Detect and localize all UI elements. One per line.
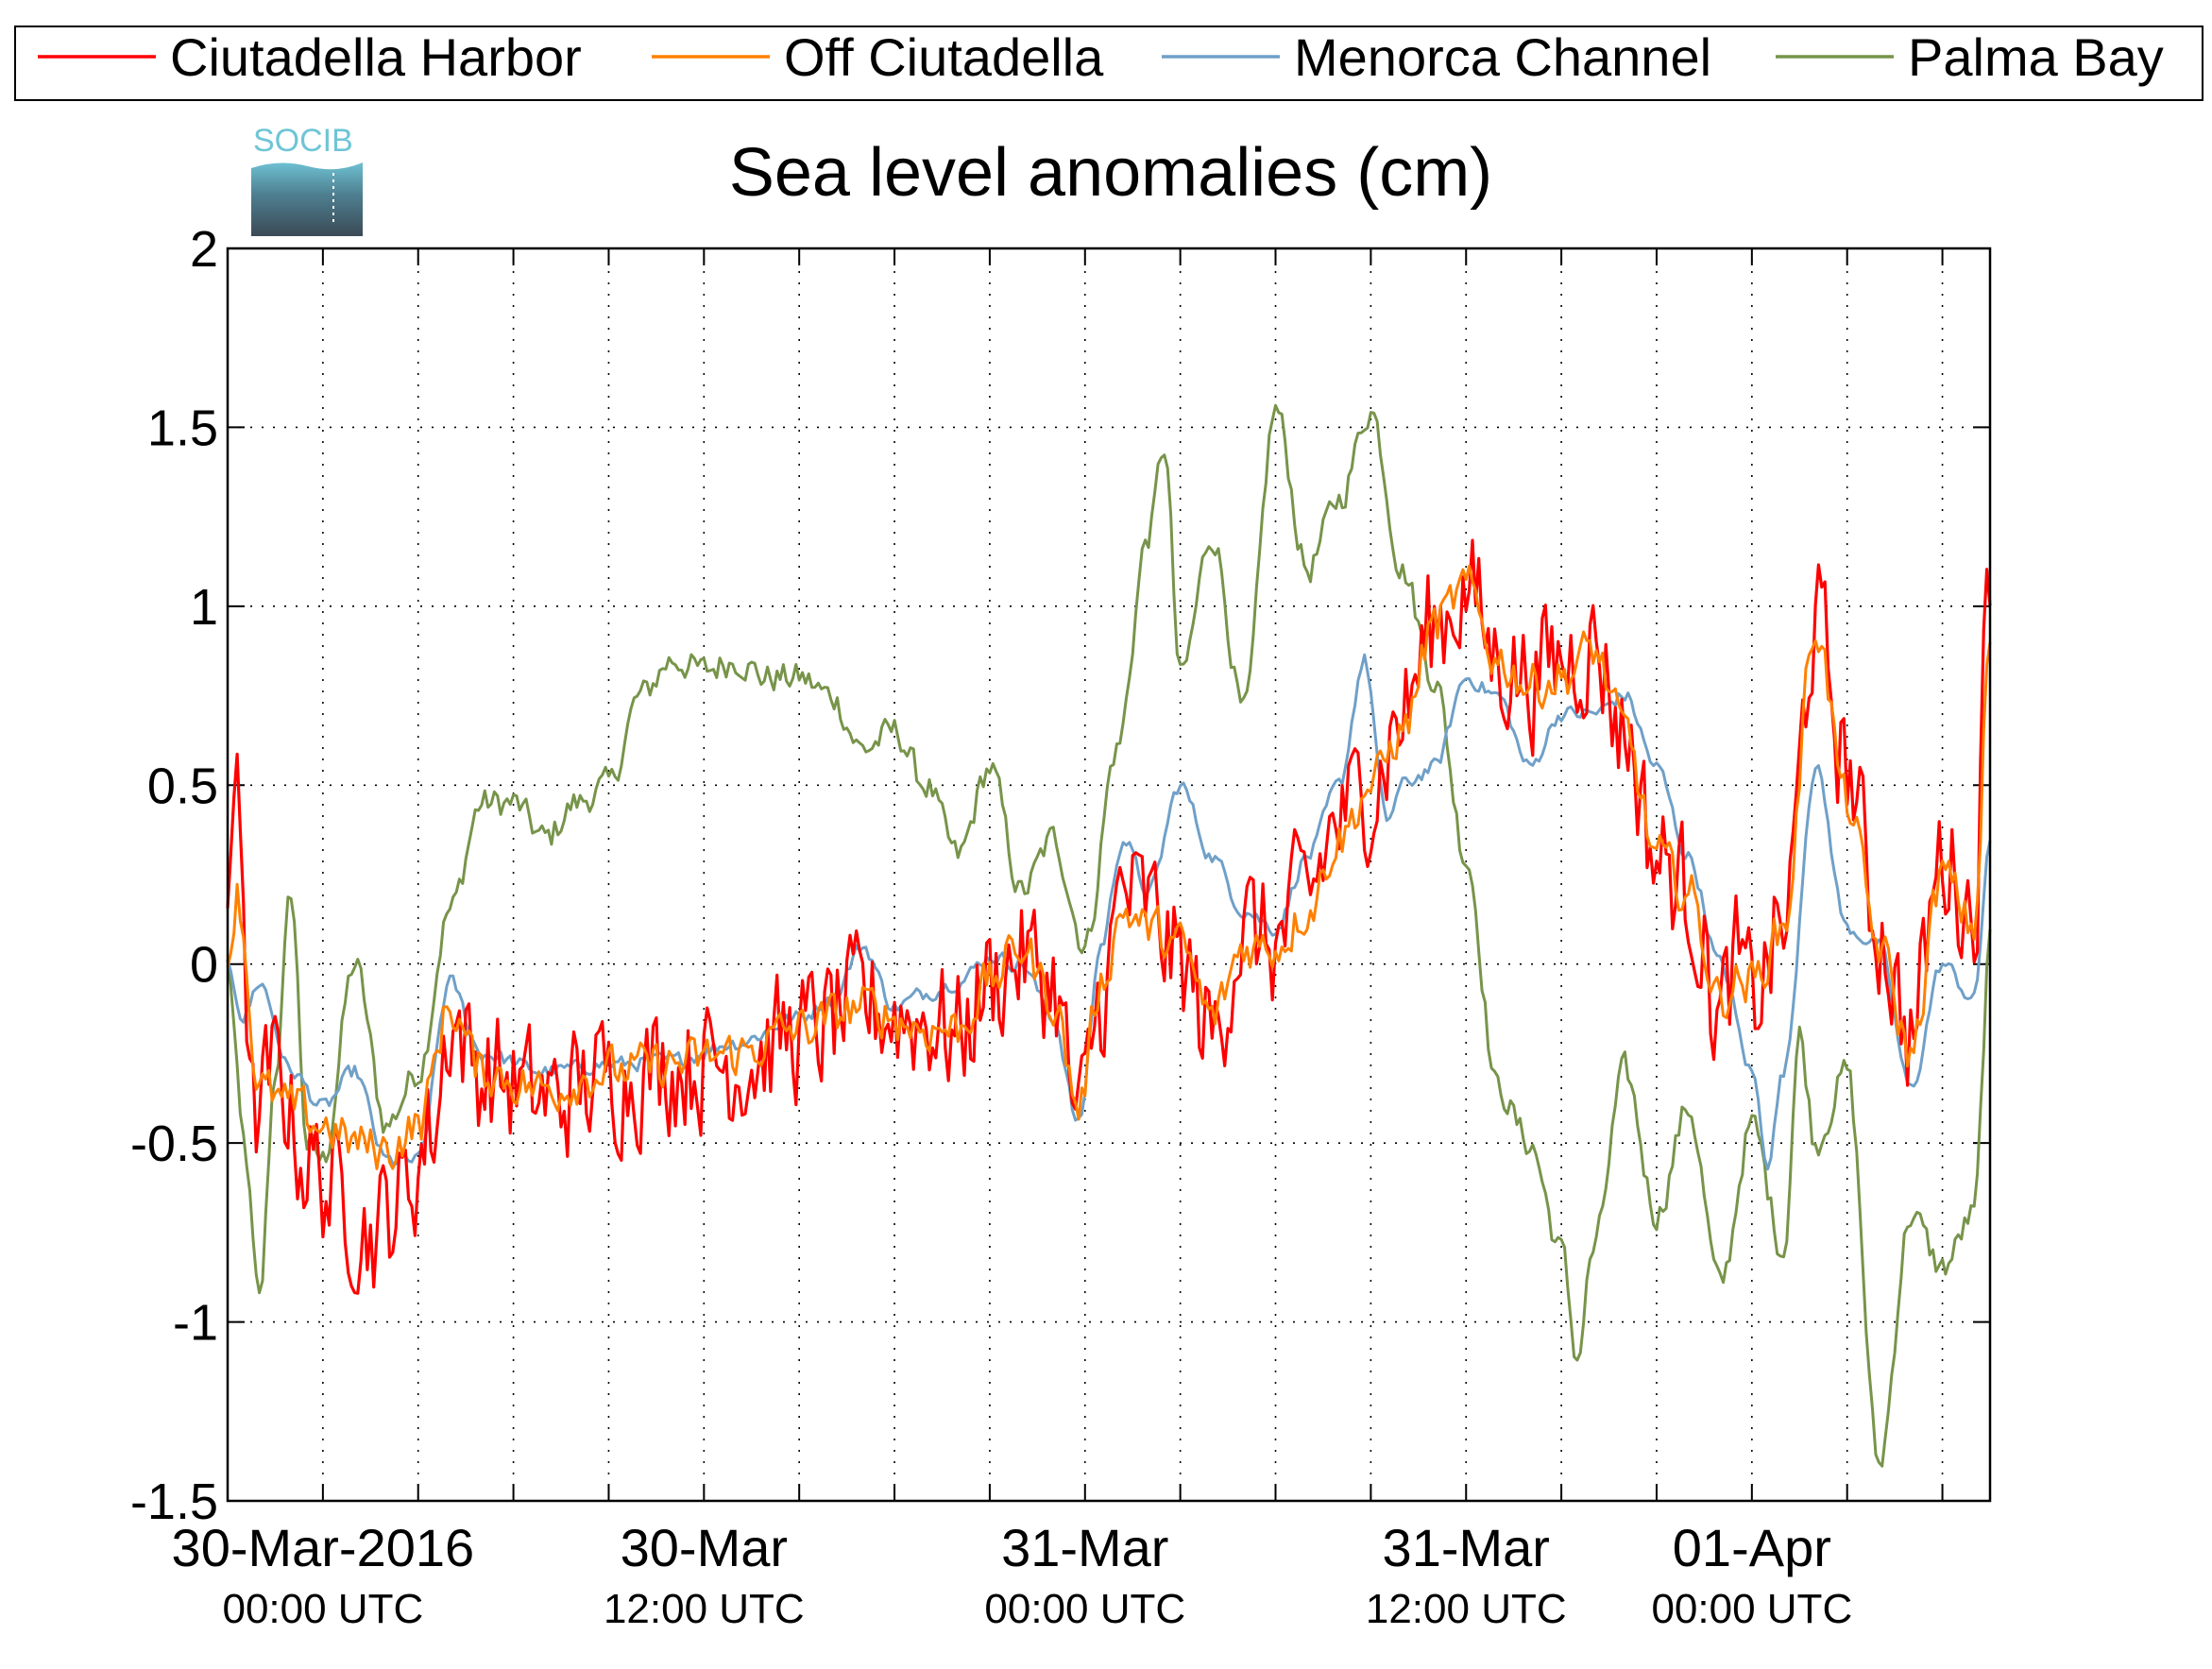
y-tick-label: -1 bbox=[173, 1295, 218, 1352]
x-tick-label-date: 31-Mar bbox=[1001, 1518, 1168, 1577]
y-tick-label: 0.5 bbox=[147, 758, 218, 814]
legend-box bbox=[14, 26, 2203, 101]
x-tick-label-date: 30-Mar bbox=[621, 1518, 788, 1577]
plot-frame bbox=[226, 247, 1992, 1503]
x-tick-label-date: 31-Mar bbox=[1383, 1518, 1550, 1577]
socib-logo: SOCIB bbox=[251, 123, 363, 236]
logo-text: SOCIB bbox=[253, 123, 353, 159]
chart-title: Sea level anomalies (cm) bbox=[729, 135, 1492, 211]
x-tick-label-time: 00:00 UTC bbox=[1651, 1586, 1852, 1632]
x-axis: 30-Mar-2016 00:00 UTC 30-Mar 12:00 UTC 31-Ma… bbox=[172, 1518, 1853, 1632]
series-line bbox=[226, 653, 1992, 1171]
legend-label: Ciutadella Harbor bbox=[170, 27, 582, 87]
series-line bbox=[226, 564, 1992, 1170]
x-tick-label-date: 01-Apr bbox=[1673, 1518, 1831, 1577]
y-tick-label: 2 bbox=[190, 221, 218, 278]
y-tick-label: -0.5 bbox=[130, 1116, 218, 1172]
x-tick-label-time: 12:00 UTC bbox=[1366, 1586, 1567, 1632]
y-tick-label: 0 bbox=[190, 937, 218, 994]
series-line bbox=[226, 403, 1992, 1468]
x-tick-label-time: 00:00 UTC bbox=[984, 1586, 1185, 1632]
x-tick-label-time: 00:00 UTC bbox=[222, 1586, 423, 1632]
y-tick-label: 1 bbox=[190, 579, 218, 636]
legend-label: Palma Bay bbox=[1908, 27, 2164, 87]
legend-label: Menorca Channel bbox=[1294, 27, 1711, 87]
x-tick-label-date: 30-Mar-2016 bbox=[172, 1518, 475, 1577]
x-tick-label-time: 12:00 UTC bbox=[604, 1586, 805, 1632]
grid bbox=[228, 247, 1990, 1502]
legend: Ciutadella Harbor Off Ciutadella Menorca C… bbox=[14, 26, 2203, 101]
series-lines bbox=[226, 403, 1992, 1468]
y-tick-label: -1.5 bbox=[130, 1473, 218, 1530]
series-line bbox=[226, 538, 1992, 1295]
y-axis: 2 1.5 1 0.5 0 -0.5 -1 -1.5 bbox=[130, 221, 218, 1530]
y-tick-label: 1.5 bbox=[147, 400, 218, 456]
legend-label: Off Ciutadella bbox=[784, 27, 1104, 87]
